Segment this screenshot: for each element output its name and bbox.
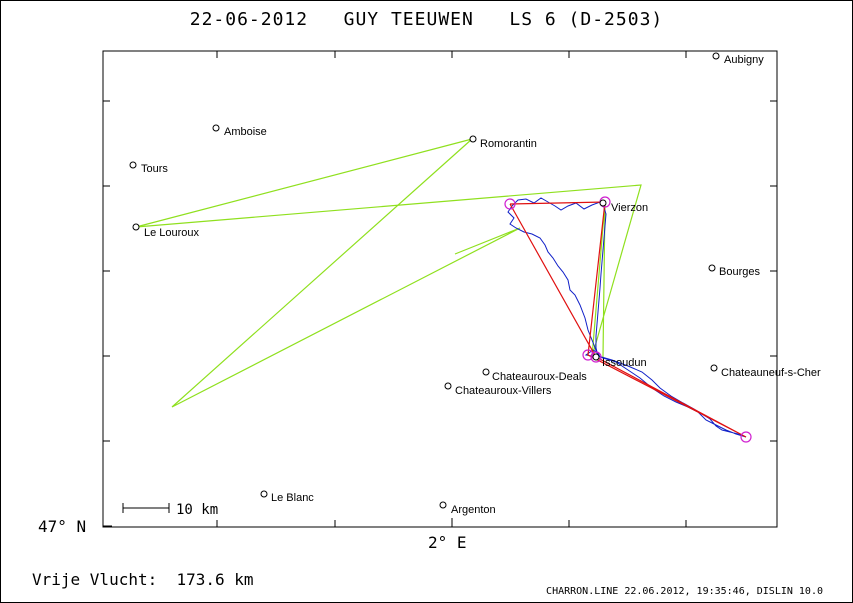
place-label: Amboise <box>224 126 267 138</box>
free-flight-line <box>509 201 747 438</box>
turnpoint-circle <box>590 351 602 363</box>
place-marker <box>212 124 220 132</box>
place-marker <box>708 264 716 272</box>
task-route-east <box>135 184 642 358</box>
map-border <box>102 50 778 528</box>
page-title: 22-06-2012 GUY TEEUWEN LS 6 (D-2503) <box>0 9 853 30</box>
place-marker <box>712 52 720 60</box>
place-label: Argenton <box>451 504 496 516</box>
pilot-name: GUY TEEUWEN <box>343 9 474 30</box>
place-label: Le Louroux <box>144 227 200 239</box>
place-marker <box>599 199 607 207</box>
place-label: Romorantin <box>480 138 537 150</box>
longitude-label: 2° E <box>428 533 467 552</box>
place-marker <box>132 223 140 231</box>
place-label: Le Blanc <box>271 492 314 504</box>
distance-value: 173.6 km <box>176 570 254 589</box>
turnpoint-circle <box>582 349 594 361</box>
place-marker <box>439 501 447 509</box>
place-marker <box>592 353 600 361</box>
place-marker <box>260 490 268 498</box>
free-flight-distance: Vrije Vlucht: 173.6 km <box>32 570 254 589</box>
place-label: Issoudun <box>602 357 647 369</box>
turnpoint-circle <box>740 431 752 443</box>
place-marker <box>469 135 477 143</box>
place-label: Bourges <box>719 266 760 278</box>
place-label: Chateauneuf-s-Cher <box>721 367 821 379</box>
scale-bar <box>122 503 170 513</box>
latitude-label: 47° N <box>38 517 86 536</box>
turnpoint-markers <box>504 196 752 443</box>
axis-ticks <box>103 51 777 527</box>
place-label: Aubigny <box>724 54 764 66</box>
task-route <box>135 138 521 408</box>
place-marker <box>129 161 137 169</box>
place-marker <box>482 368 490 376</box>
place-marker <box>444 382 452 390</box>
glider-id: LS 6 (D-2503) <box>509 9 664 30</box>
place-label: Tours <box>141 163 168 175</box>
place-label: Chateauroux-Deals <box>492 371 587 383</box>
place-marker <box>710 364 718 372</box>
scale-bar-label: 10 km <box>176 502 218 518</box>
flight-date: 22-06-2012 <box>189 9 309 30</box>
distance-label: Vrije Vlucht: <box>32 570 158 589</box>
place-markers <box>129 52 720 509</box>
credits-line: CHARRON.LINE 22.06.2012, 19:35:46, DISLI… <box>546 586 823 597</box>
place-label: Chateauroux-Villers <box>455 385 552 397</box>
place-label: Vierzon <box>611 202 648 214</box>
turnpoint-circle <box>504 198 516 210</box>
